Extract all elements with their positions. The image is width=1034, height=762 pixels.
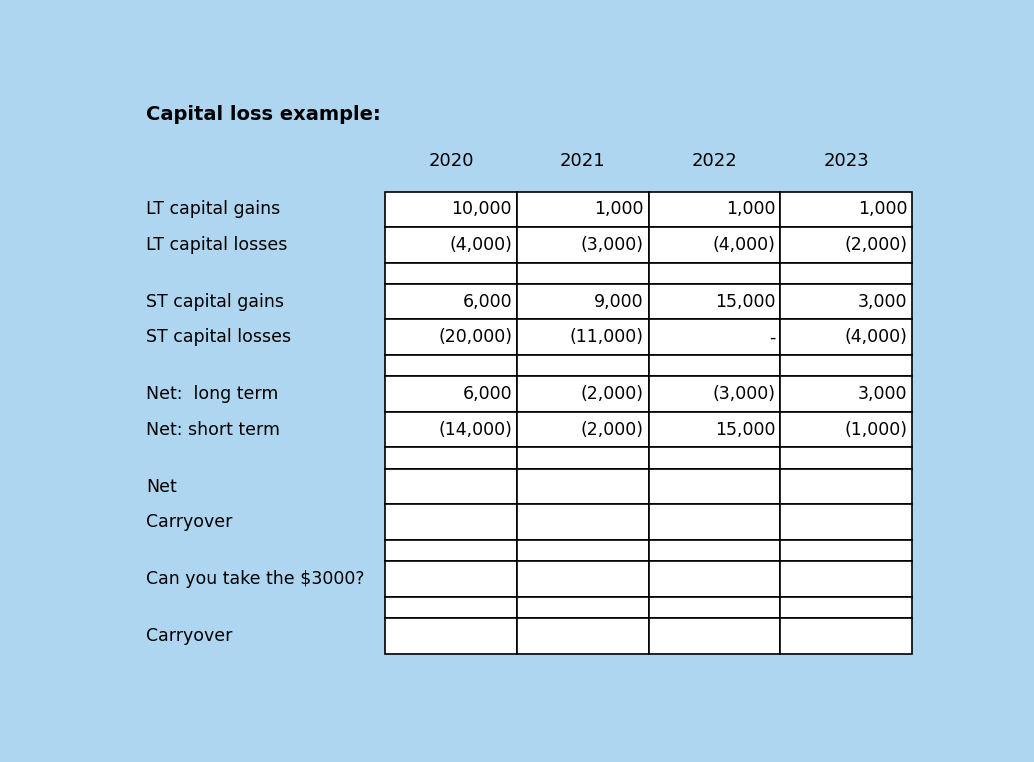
Bar [781, 376, 912, 412]
Bar [648, 447, 781, 469]
Text: (4,000): (4,000) [845, 328, 908, 346]
Bar [781, 355, 912, 376]
Text: (2,000): (2,000) [845, 236, 908, 254]
Text: Carryover: Carryover [146, 627, 233, 645]
Text: Net: Net [146, 478, 177, 495]
Bar [517, 447, 648, 469]
Text: 9,000: 9,000 [595, 293, 644, 311]
Bar [385, 319, 517, 355]
Bar [648, 469, 781, 504]
Text: 15,000: 15,000 [716, 293, 776, 311]
Bar [517, 597, 648, 618]
Text: (4,000): (4,000) [712, 236, 776, 254]
Bar [385, 504, 517, 539]
Text: 6,000: 6,000 [462, 385, 512, 403]
Bar [648, 284, 781, 319]
Text: 3,000: 3,000 [858, 293, 908, 311]
Text: (14,000): (14,000) [438, 421, 512, 439]
Text: ST capital losses: ST capital losses [146, 328, 292, 346]
Bar [781, 504, 912, 539]
Text: ST capital gains: ST capital gains [146, 293, 284, 311]
Bar [648, 504, 781, 539]
Text: Net: short term: Net: short term [146, 421, 280, 439]
Bar [385, 469, 517, 504]
Bar [781, 597, 912, 618]
Bar [648, 539, 781, 561]
Text: (4,000): (4,000) [449, 236, 512, 254]
Text: Capital loss example:: Capital loss example: [146, 105, 382, 124]
Bar [781, 284, 912, 319]
Bar [781, 191, 912, 227]
Bar [648, 376, 781, 412]
Bar [385, 376, 517, 412]
Text: (11,000): (11,000) [570, 328, 644, 346]
Bar [781, 412, 912, 447]
Bar [385, 284, 517, 319]
Text: (2,000): (2,000) [581, 421, 644, 439]
Text: Net:  long term: Net: long term [146, 385, 279, 403]
Bar [781, 561, 912, 597]
Bar [517, 319, 648, 355]
Text: 2021: 2021 [559, 152, 606, 170]
Text: 15,000: 15,000 [716, 421, 776, 439]
Text: 2022: 2022 [692, 152, 737, 170]
Bar [648, 355, 781, 376]
Bar [517, 263, 648, 284]
Text: (1,000): (1,000) [845, 421, 908, 439]
Bar [781, 227, 912, 263]
Bar [385, 263, 517, 284]
Bar [385, 191, 517, 227]
Bar [385, 227, 517, 263]
Text: 1,000: 1,000 [595, 200, 644, 218]
Text: 6,000: 6,000 [462, 293, 512, 311]
Bar [517, 539, 648, 561]
Text: 1,000: 1,000 [726, 200, 776, 218]
Bar [517, 561, 648, 597]
Text: 3,000: 3,000 [858, 385, 908, 403]
Bar [385, 539, 517, 561]
Text: 1,000: 1,000 [858, 200, 908, 218]
Text: Can you take the $3000?: Can you take the $3000? [146, 570, 365, 588]
Bar [648, 191, 781, 227]
Bar [517, 376, 648, 412]
Bar [385, 597, 517, 618]
Text: (2,000): (2,000) [581, 385, 644, 403]
Text: (3,000): (3,000) [712, 385, 776, 403]
Bar [385, 447, 517, 469]
Text: (3,000): (3,000) [581, 236, 644, 254]
Text: Carryover: Carryover [146, 513, 233, 531]
Bar [517, 504, 648, 539]
Text: (20,000): (20,000) [438, 328, 512, 346]
Bar [648, 412, 781, 447]
Bar [781, 469, 912, 504]
Text: -: - [769, 328, 776, 346]
Bar [648, 618, 781, 654]
Bar [517, 355, 648, 376]
Bar [517, 469, 648, 504]
Bar [385, 412, 517, 447]
Bar [781, 618, 912, 654]
Bar [781, 539, 912, 561]
Bar [385, 561, 517, 597]
Bar [517, 412, 648, 447]
Bar [781, 319, 912, 355]
Bar [385, 618, 517, 654]
Bar [517, 284, 648, 319]
Bar [781, 263, 912, 284]
Bar [517, 227, 648, 263]
Bar [648, 561, 781, 597]
Bar [648, 597, 781, 618]
Bar [781, 447, 912, 469]
Bar [648, 319, 781, 355]
Bar [385, 355, 517, 376]
Bar [517, 191, 648, 227]
Text: LT capital losses: LT capital losses [146, 236, 287, 254]
Bar [648, 227, 781, 263]
Bar [648, 263, 781, 284]
Bar [517, 618, 648, 654]
Text: 2020: 2020 [428, 152, 474, 170]
Text: LT capital gains: LT capital gains [146, 200, 280, 218]
Text: 2023: 2023 [823, 152, 869, 170]
Text: 10,000: 10,000 [452, 200, 512, 218]
